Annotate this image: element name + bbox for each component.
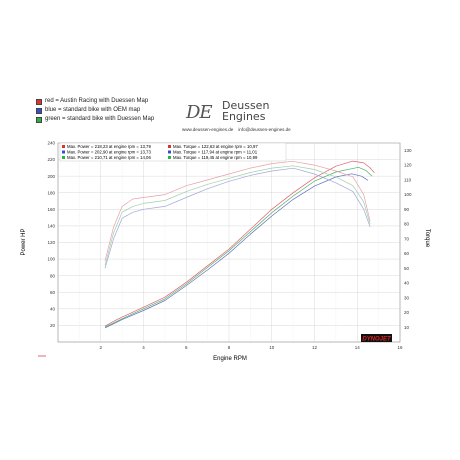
red-swatch [36,98,42,105]
y2-tick-label: 60 [404,251,410,256]
y2-tick-label: 70 [404,236,410,241]
y-tick-label: 120 [47,240,55,245]
x-tick-label: 16 [397,345,403,350]
y2-tick-label: 80 [404,222,410,227]
brand-email: info@deussen-engines.de [238,127,291,132]
dynojet-badge: DYNOJET [361,334,392,343]
y2-tick-label: 130 [404,148,412,153]
brand-mark: DE [186,102,213,123]
top-legend-text: red = Austin Racing with Duessen Map [45,98,149,104]
x-tick-label: 8 [228,345,231,350]
brand-name-line1: Deussen [222,99,270,112]
x-axis-label: Engine RPM [213,356,247,362]
y2-tick-label: 40 [404,281,410,286]
y2-tick-label: 110 [404,177,412,182]
series-line-torque-3 [104,160,371,261]
inner-legend-power: Max. Power = 202,90 at engine rpm = 13,7… [67,150,151,155]
y-tick-label: 160 [47,207,55,212]
inner-legend-swatch [168,156,171,159]
y2-tick-label: 90 [404,207,410,212]
y2-tick-label: 120 [404,163,412,168]
series-line-torque-4 [104,167,371,269]
brand-contact: www.deussen-engines.de info@deussen-engi… [182,127,291,132]
top-legend-row-red: red = Austin Racing with Duessen Map [36,97,154,106]
inner-legend-swatch [168,145,171,148]
inner-legend: Max. Power = 218,23 at engine rpm = 13,7… [59,142,287,162]
inner-legend-box [59,142,287,162]
y-tick-label: 20 [50,323,56,328]
green-swatch [36,116,42,123]
y2-tick-label: 50 [404,266,410,271]
inner-legend-power: Max. Power = 218,23 at engine rpm = 13,7… [67,144,151,149]
brand-name-line2: Engines [222,110,266,123]
y-tick-label: 180 [47,190,55,195]
inner-legend-torque: Max. Torque = 117,94 at engine rpm = 11,… [173,150,258,155]
series-line-power-2 [104,166,373,328]
dynojet-bg [361,334,392,342]
dynojet-label: DYNOJET [362,337,392,343]
y-tick-label: 140 [47,224,55,229]
x-tick-label: 6 [185,345,188,350]
y2-axis-label: Torque [424,229,430,248]
series-line-power-0 [104,160,375,327]
grid [57,142,401,343]
brand-name: Deussen Engines [222,100,269,122]
y-tick-label: 40 [50,306,56,311]
inner-legend-power: Max. Power = 210,71 at engine rpm = 14,0… [67,155,151,160]
blue-swatch [36,107,42,114]
y-tick-label: 220 [47,157,55,162]
brand-logo: DE Deussen Engines www.deussen-engines.d… [182,100,336,132]
top-legend-row-green: green = standard bike with Duessen Map [36,115,154,124]
curves [104,160,375,329]
inner-legend-torque: Max. Torque = 119,45 at engine rpm = 10,… [173,155,258,160]
top-legend-row-blue: blue = standard bike with OEM map [36,106,154,115]
x-tick-label: 12 [312,345,318,350]
inner-legend-swatch [62,145,65,148]
top-legend-text: green = standard bike with Duessen Map [45,116,155,122]
inner-legend-torque: Max. Torque = 122,63 at engine rpm = 10,… [173,144,258,149]
inner-legend-swatch [168,150,171,154]
y-tick-label: 100 [47,257,55,262]
series-line-torque-5 [104,165,371,266]
brand-web: www.deussen-engines.de [182,127,234,132]
inner-legend-swatch [62,150,65,154]
x-tick-label: 2 [99,345,102,350]
y2-tick-label: 30 [404,295,410,300]
x-tick-label: 4 [142,345,145,350]
y-tick-label: 60 [50,290,56,295]
y-axis-label: Power HP [21,228,27,255]
y-tick-label: 200 [47,174,55,179]
x-tick-label: 10 [269,345,275,350]
x-tick-label: 14 [355,345,361,350]
y2-tick-label: 10 [404,325,410,330]
y2-tick-label: 20 [404,310,410,315]
tick-labels: 2 4 6 8 10 12 14 16 20 40 60 80 100 120 140 160 180 200 22… [47,141,412,350]
y2-tick-label: 100 [404,192,412,197]
y-tick-label: 80 [50,273,56,278]
series-line-power-1 [104,173,369,329]
inner-legend-swatch [62,156,65,159]
top-legend: red = Austin Racing with Duessen Map blu… [36,97,154,124]
top-legend-text: blue = standard bike with OEM map [45,107,141,113]
y-tick-label: 240 [47,141,55,146]
